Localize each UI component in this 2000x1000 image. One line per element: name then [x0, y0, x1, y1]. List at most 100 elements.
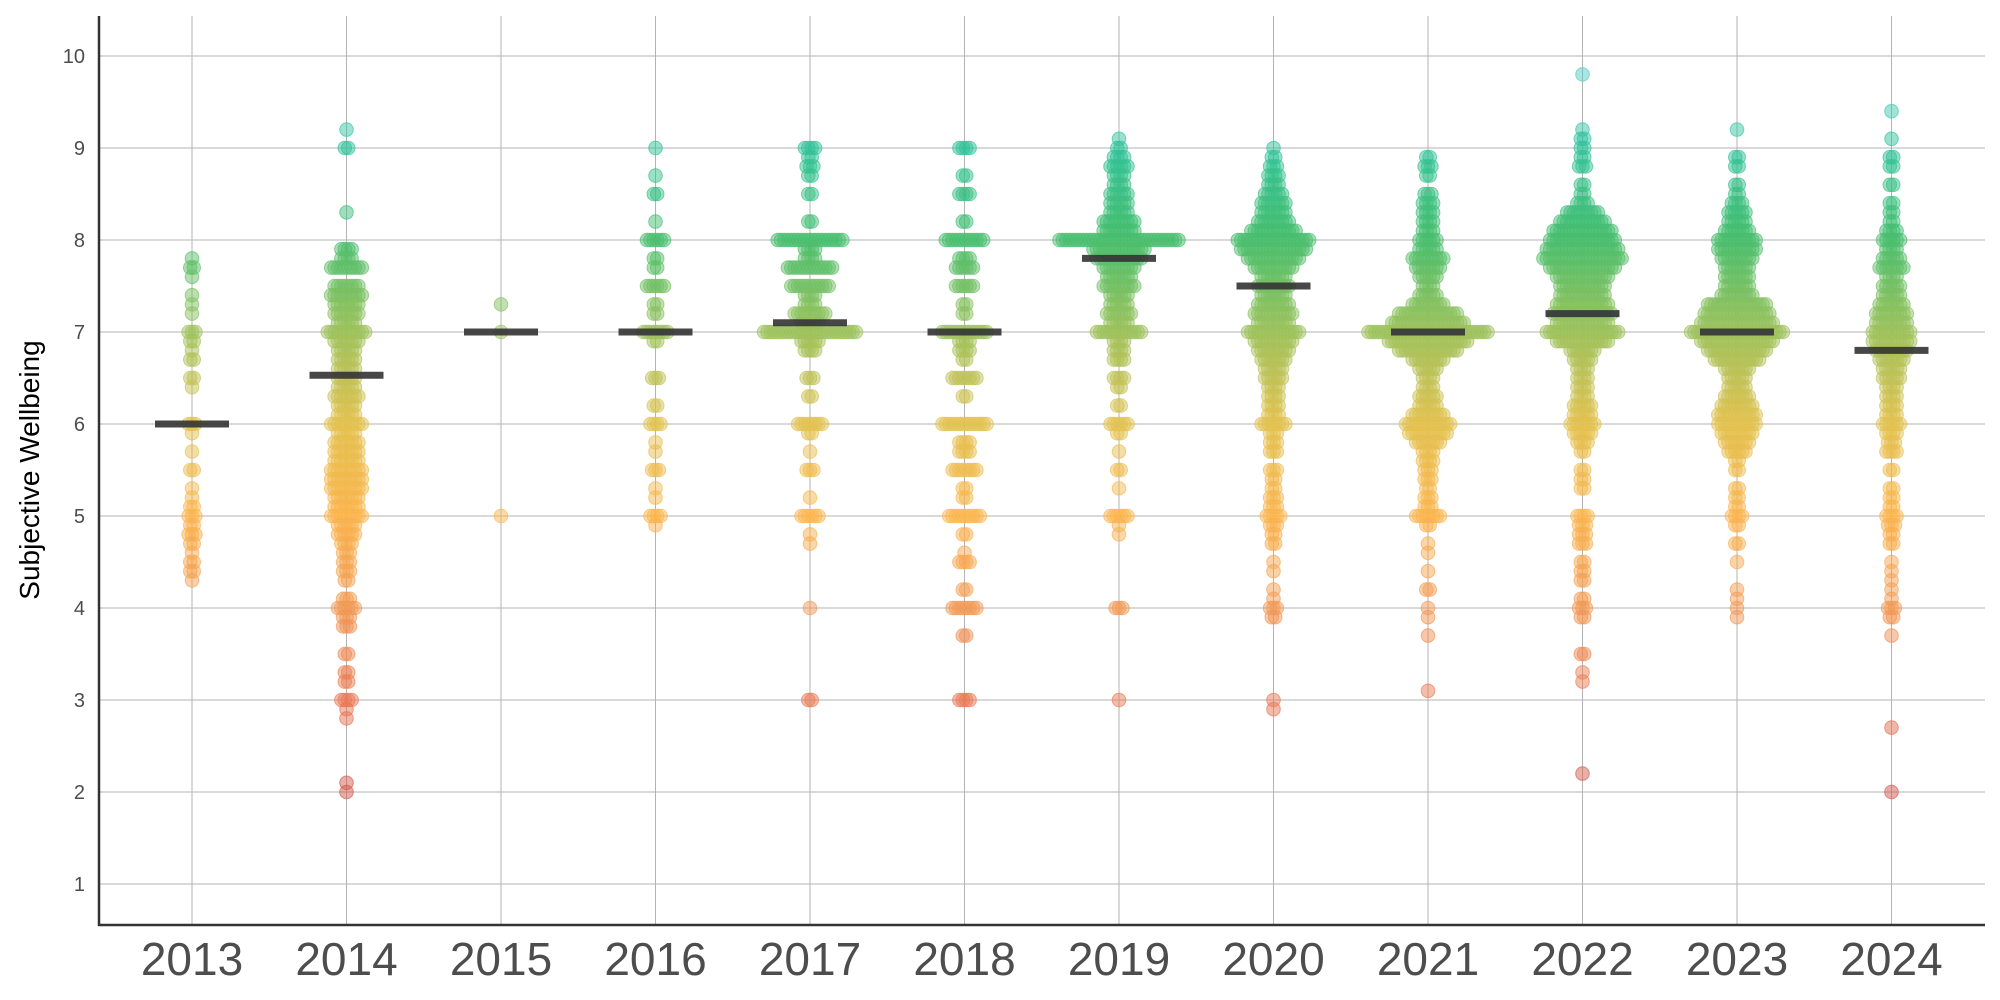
- data-point: [184, 425, 200, 441]
- data-point: [835, 232, 850, 248]
- data-point: [958, 214, 974, 229]
- grid-layer: [99, 16, 1985, 925]
- data-point: [1278, 416, 1293, 432]
- data-point: [958, 168, 974, 183]
- data-point: [1420, 628, 1436, 643]
- data-point: [493, 297, 509, 312]
- data-point: [1889, 444, 1904, 459]
- data-point: [1884, 628, 1899, 643]
- data-point: [339, 122, 354, 137]
- y-tick-label: 1: [74, 874, 85, 896]
- x-tick-label: 2017: [759, 933, 861, 985]
- data-point: [969, 370, 984, 386]
- data-point: [1449, 343, 1465, 358]
- data-point: [802, 536, 818, 551]
- y-tick-label: 8: [74, 230, 85, 252]
- data-point: [969, 600, 984, 616]
- data-point: [1120, 508, 1135, 524]
- data-point: [1480, 324, 1495, 340]
- y-axis-label: Subjective Wellbeing: [14, 340, 45, 599]
- data-point: [649, 306, 665, 321]
- data-point: [1111, 527, 1127, 542]
- data-point: [1115, 600, 1130, 616]
- data-point: [958, 628, 974, 643]
- data-point: [969, 462, 984, 478]
- data-point: [824, 260, 840, 275]
- data-point: [184, 379, 200, 395]
- data-point: [648, 490, 663, 505]
- data-point: [184, 444, 200, 459]
- data-point: [1171, 232, 1186, 248]
- data-point: [1575, 766, 1590, 781]
- data-point: [1884, 784, 1899, 800]
- data-point: [811, 508, 826, 524]
- data-point: [1885, 609, 1901, 625]
- data-point: [1459, 333, 1475, 349]
- data-point: [1420, 563, 1436, 579]
- data-point: [965, 260, 981, 275]
- x-tick-label: 2021: [1377, 933, 1479, 985]
- data-point: [1885, 462, 1901, 478]
- data-point: [653, 416, 668, 432]
- y-tick-label: 6: [74, 414, 85, 436]
- data-point: [821, 278, 837, 294]
- data-point: [656, 278, 672, 294]
- data-point: [807, 343, 823, 358]
- data-point: [804, 389, 820, 404]
- dot-layer: [181, 67, 1918, 800]
- data-point: [958, 352, 974, 367]
- data-point: [1731, 536, 1746, 551]
- data-point: [1731, 517, 1746, 533]
- data-point: [1576, 609, 1592, 625]
- x-tick-label: 2018: [913, 933, 1015, 985]
- data-point: [649, 260, 665, 275]
- data-point: [958, 389, 974, 404]
- data-point: [1884, 720, 1899, 735]
- data-point: [493, 508, 509, 524]
- data-point: [958, 306, 974, 321]
- data-point: [1578, 159, 1594, 174]
- data-point: [1578, 536, 1594, 551]
- data-point: [651, 462, 667, 478]
- data-point: [649, 186, 665, 202]
- mean-layer: [155, 254, 1929, 428]
- data-point: [340, 646, 356, 662]
- data-point: [1885, 159, 1901, 174]
- data-point: [339, 711, 354, 726]
- data-point: [802, 600, 818, 616]
- data-point: [1729, 122, 1745, 137]
- data-point: [1576, 481, 1592, 496]
- data-point: [648, 214, 663, 229]
- data-point: [648, 168, 663, 183]
- data-point: [814, 416, 830, 432]
- data-point: [1576, 444, 1592, 459]
- data-point: [1885, 177, 1901, 193]
- data-point: [1731, 462, 1746, 478]
- data-point: [1267, 536, 1283, 551]
- data-point: [804, 425, 820, 441]
- data-point: [1729, 554, 1745, 570]
- data-point: [184, 573, 200, 588]
- data-point: [804, 186, 820, 202]
- data-point: [1111, 692, 1127, 708]
- data-point: [1420, 683, 1436, 699]
- y-tick-label: 3: [74, 690, 85, 712]
- data-point: [1422, 517, 1437, 533]
- data-point: [1113, 462, 1128, 478]
- data-point: [186, 352, 201, 367]
- data-point: [848, 324, 864, 340]
- data-point: [1420, 545, 1436, 561]
- data-point: [979, 416, 994, 432]
- y-tick-label: 4: [74, 598, 85, 620]
- x-tick-label: 2023: [1686, 933, 1788, 985]
- data-point: [656, 232, 672, 248]
- data-point: [1600, 333, 1616, 349]
- data-point: [1133, 324, 1149, 340]
- data-point: [186, 462, 201, 478]
- data-point: [339, 205, 354, 220]
- data-point: [184, 269, 200, 285]
- data-point: [1116, 352, 1132, 367]
- data-point: [342, 619, 358, 634]
- data-point: [1575, 67, 1590, 82]
